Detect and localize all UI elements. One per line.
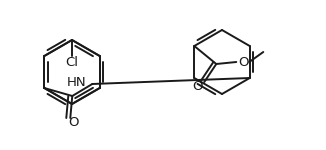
Text: O: O bbox=[68, 117, 79, 129]
Text: O: O bbox=[192, 80, 202, 93]
Text: O: O bbox=[238, 56, 248, 69]
Text: Cl: Cl bbox=[66, 57, 79, 69]
Text: HN: HN bbox=[67, 76, 86, 90]
